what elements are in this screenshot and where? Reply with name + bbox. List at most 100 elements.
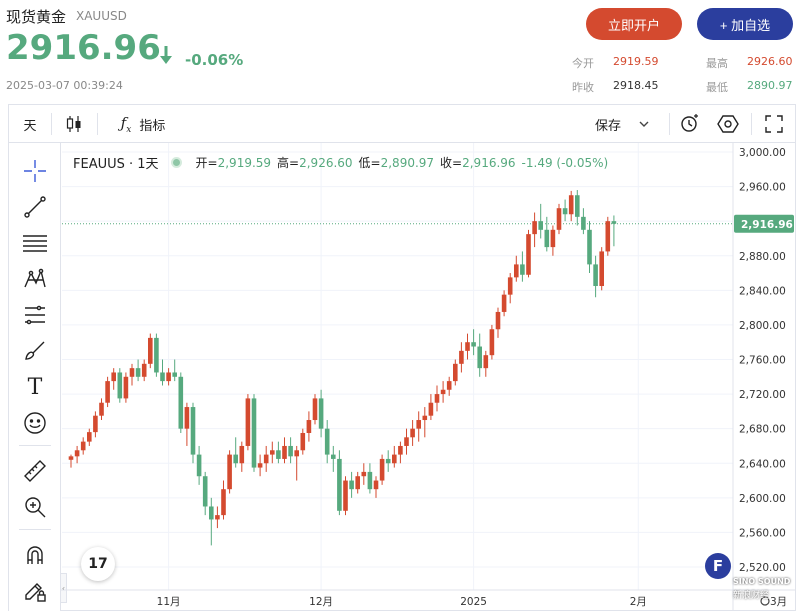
interval-selector[interactable]: 天: [23, 118, 37, 134]
pattern-icon[interactable]: [21, 265, 49, 293]
toolbar-divider: [19, 445, 51, 446]
candle-body: [398, 445, 403, 455]
candle-body: [276, 450, 281, 459]
candlestick-chart[interactable]: 11月12月20252月3月183,000.002,960.002,920.00…: [9, 143, 795, 610]
candle-body: [184, 407, 190, 429]
candle-body: [141, 363, 147, 377]
candle-body: [538, 221, 543, 230]
low-label: 最低: [706, 81, 728, 94]
x-tick-label: 12月: [309, 596, 333, 608]
candle-body: [209, 506, 214, 520]
candle-body: [367, 471, 373, 490]
tradingview-logo[interactable]: 17: [81, 547, 115, 581]
candle-body: [568, 195, 574, 215]
legend-open-value: 2,919.59: [217, 155, 272, 170]
candle-body: [117, 372, 123, 399]
candle-body: [410, 428, 415, 438]
legend-high-value: 2,926.60: [299, 155, 353, 170]
y-tick-label: 2,640.00: [739, 458, 786, 470]
candle-body: [428, 402, 434, 416]
text-icon[interactable]: T: [27, 374, 43, 400]
candle-body: [520, 264, 525, 275]
magnet-icon[interactable]: [21, 541, 49, 569]
candle-body: [495, 311, 501, 330]
candle-body: [251, 398, 257, 468]
settings-hex-icon[interactable]: [713, 105, 743, 143]
brush-icon[interactable]: [21, 337, 49, 365]
low-value: 2890.97: [747, 79, 793, 92]
candle-body: [312, 398, 318, 421]
add-watchlist-button[interactable]: + 加自选: [697, 8, 793, 40]
candle-body: [471, 342, 476, 347]
candle-body: [392, 454, 397, 464]
crosshair-icon[interactable]: [21, 157, 49, 185]
candle-body: [379, 458, 385, 481]
candle-body: [263, 454, 269, 464]
instrument-symbol: XAUUSD: [76, 9, 127, 23]
x-tick-label: 2025: [460, 596, 487, 608]
toolbar-divider: [751, 113, 752, 135]
legend-open-label: 开=: [195, 156, 218, 170]
emoji-icon[interactable]: [21, 409, 49, 437]
save-button[interactable]: 保存: [587, 105, 657, 143]
open-value: 2919.59: [613, 55, 659, 68]
open-label: 今开: [572, 57, 594, 70]
candle-body: [324, 428, 330, 455]
candle-body: [93, 415, 98, 433]
horizontal-lines-icon[interactable]: [21, 229, 49, 257]
candle-body: [611, 221, 617, 224]
candle-body: [593, 264, 598, 287]
collapse-toolbar-tab[interactable]: ‹: [61, 573, 67, 603]
toolbar-divider: [97, 113, 98, 135]
candle-body: [160, 372, 165, 382]
candle-body: [245, 398, 251, 446]
candle-body: [148, 337, 153, 364]
candle-body: [282, 445, 287, 459]
zoom-in-icon[interactable]: [21, 493, 49, 521]
chart-toolbar: 天 ƒx 指标 保存: [8, 104, 796, 142]
candle-body: [605, 221, 611, 252]
high-value: 2926.60: [747, 55, 793, 68]
candle-body: [349, 480, 354, 490]
sina-watermark: F SINO SOUND 新浪财经: [705, 553, 795, 611]
quote-timestamp: 2025-03-07 00:39:24: [6, 79, 123, 92]
fullscreen-icon[interactable]: [759, 105, 789, 143]
fib-icon[interactable]: [21, 301, 49, 329]
candle-body: [575, 195, 580, 217]
candle-body: [361, 471, 367, 477]
price-badge-text: 2,916.96: [741, 219, 793, 231]
lock-pencil-icon[interactable]: [21, 577, 49, 605]
candle-body: [318, 398, 324, 429]
candle-body: [80, 441, 86, 451]
candle-body: [87, 432, 92, 442]
open-account-button[interactable]: 立即开户: [586, 8, 682, 40]
trendline-icon[interactable]: [21, 193, 49, 221]
price-change-percent: -0.06%: [185, 51, 244, 69]
candle-body: [233, 454, 238, 464]
alert-icon[interactable]: [675, 105, 705, 143]
legend-symbol: FEAUUS · 1天: [73, 157, 159, 172]
candle-body: [355, 476, 360, 490]
indicators-button[interactable]: ƒx 指标: [107, 105, 179, 143]
ruler-icon[interactable]: [21, 457, 49, 485]
y-tick-label: 2,720.00: [739, 389, 786, 401]
candle-body: [373, 480, 379, 490]
last-price: 2916.96: [6, 28, 161, 68]
candle-body: [288, 445, 293, 457]
y-tick-label: 2,760.00: [739, 355, 786, 367]
candle-body: [459, 350, 464, 364]
candle-body: [483, 355, 489, 369]
candle-body: [227, 454, 232, 490]
candle-body: [434, 394, 440, 403]
y-tick-label: 2,680.00: [739, 424, 786, 436]
candle-body: [257, 463, 263, 468]
prev-close-label: 昨收: [572, 81, 594, 94]
candles-icon[interactable]: [59, 105, 89, 143]
candle-body: [300, 432, 306, 451]
candle-body: [526, 234, 531, 275]
y-tick-label: 2,960.00: [739, 182, 786, 194]
candle-body: [507, 277, 513, 295]
candle-body: [550, 229, 556, 248]
candle-body: [514, 264, 519, 278]
legend-low-label: 低=: [358, 156, 381, 170]
